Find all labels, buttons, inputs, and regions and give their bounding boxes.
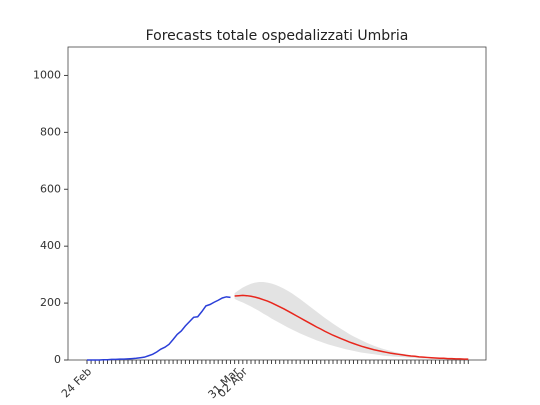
series-line [87, 296, 231, 361]
y-tick-label: 400 [40, 239, 61, 252]
y-tick-label: 200 [40, 296, 61, 309]
plot-frame [67, 46, 487, 361]
y-tick-label: 1000 [33, 68, 61, 81]
y-tick-label: 0 [54, 353, 61, 366]
series-line [234, 294, 469, 360]
y-tick-label: 800 [40, 125, 61, 138]
x-tick-label: 24 Feb [59, 365, 94, 400]
y-tick-label: 600 [40, 182, 61, 195]
chart-title: Forecasts totale ospedalizzati Umbria [146, 28, 409, 44]
forecast-band [234, 282, 469, 360]
